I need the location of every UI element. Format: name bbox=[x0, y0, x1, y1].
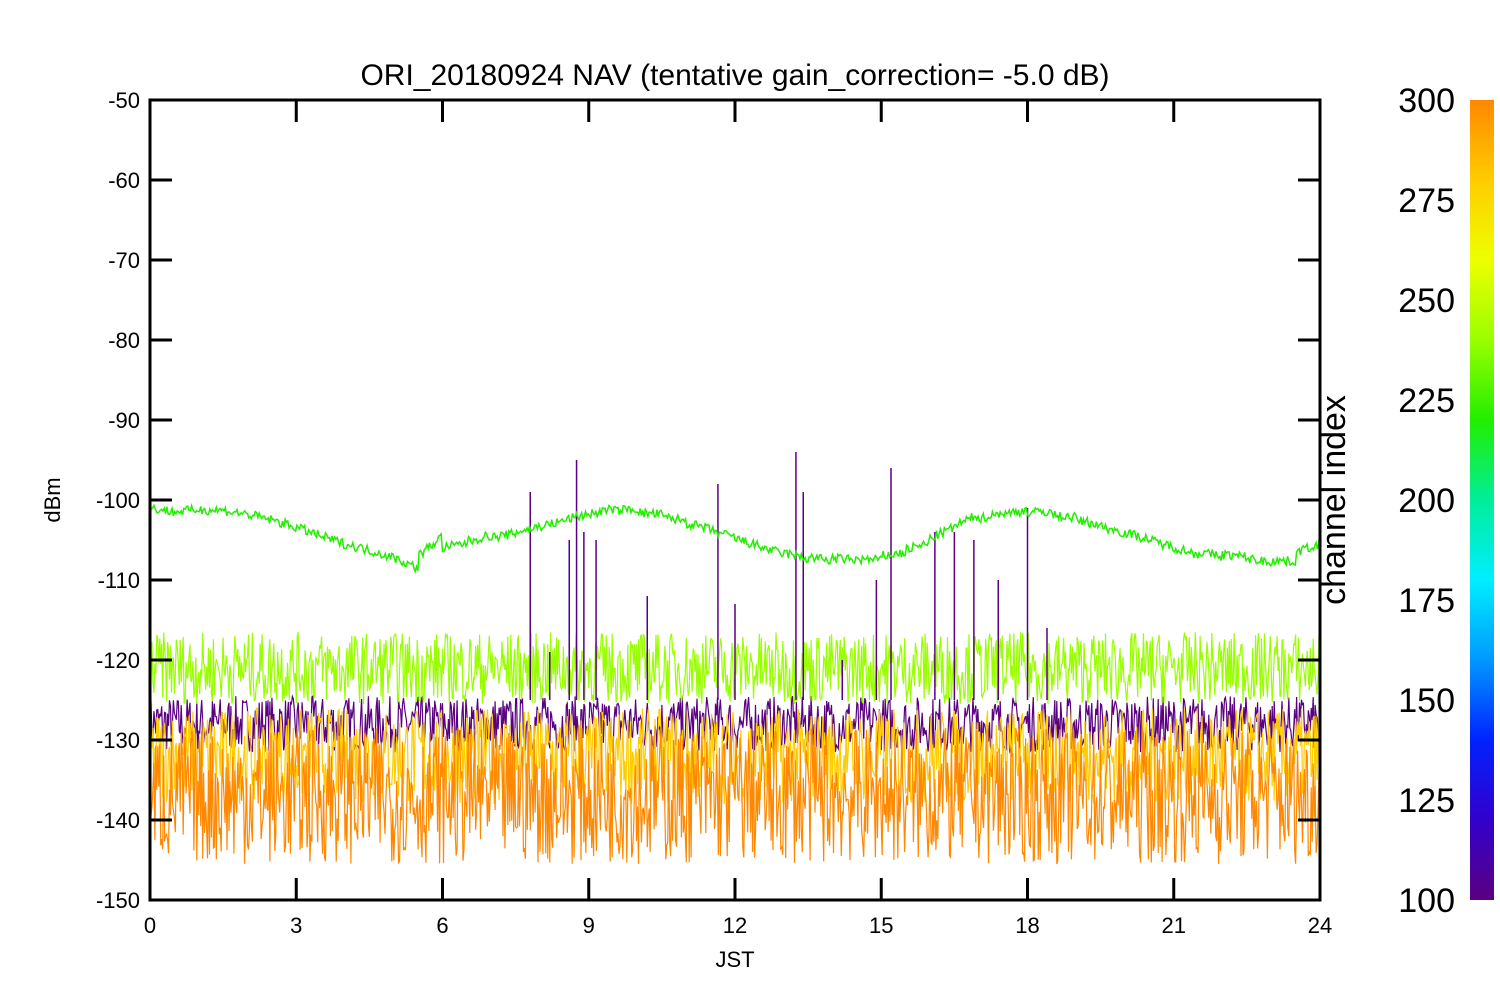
x-axis-label: JST bbox=[715, 947, 754, 972]
series-ch295 bbox=[150, 727, 1320, 865]
x-tick-label: 24 bbox=[1308, 913, 1332, 938]
colorbar-label: channel index bbox=[1315, 395, 1353, 605]
chart-title: ORI_20180924 NAV (tentative gain_correct… bbox=[360, 59, 1109, 92]
colorbar-tick-label: 300 bbox=[1398, 82, 1455, 120]
colorbar-tick-label: 275 bbox=[1398, 182, 1455, 220]
series-ch105 bbox=[150, 694, 1320, 754]
y-tick-label: -80 bbox=[108, 328, 140, 353]
y-tick-label: -140 bbox=[96, 808, 140, 833]
y-tick-label: -120 bbox=[96, 648, 140, 673]
plot-area bbox=[150, 452, 1320, 865]
series-ch280 bbox=[150, 706, 1320, 805]
colorbar-tick-label: 225 bbox=[1398, 382, 1455, 420]
colorbar-tick-label: 250 bbox=[1398, 282, 1455, 320]
colorbar-tick-label: 200 bbox=[1398, 482, 1455, 520]
x-tick-label: 15 bbox=[869, 913, 893, 938]
y-tick-label: -100 bbox=[96, 488, 140, 513]
colorbar bbox=[1470, 100, 1494, 900]
y-tick-label: -150 bbox=[96, 888, 140, 913]
axis-ticks: 0 3 6 9 12 15 18 21 24 -50 -60 -70 -80 -90 -100 -110 -12… bbox=[96, 88, 1332, 938]
y-tick-label: -90 bbox=[108, 408, 140, 433]
x-tick-label: 0 bbox=[144, 913, 156, 938]
x-tick-label: 18 bbox=[1015, 913, 1039, 938]
y-tick-label: -70 bbox=[108, 248, 140, 273]
colorbar-tick-label: 100 bbox=[1398, 882, 1455, 920]
y-tick-label: -130 bbox=[96, 728, 140, 753]
x-tick-label: 6 bbox=[436, 913, 448, 938]
y-tick-label: -50 bbox=[108, 88, 140, 113]
x-tick-label: 12 bbox=[723, 913, 747, 938]
x-tick-label: 21 bbox=[1162, 913, 1186, 938]
colorbar-tick-label: 125 bbox=[1398, 782, 1455, 820]
x-tick-label: 3 bbox=[290, 913, 302, 938]
y-tick-label: -60 bbox=[108, 168, 140, 193]
y-axis-label: dBm bbox=[40, 477, 65, 522]
series-ch240 bbox=[150, 502, 1320, 574]
x-tick-label: 9 bbox=[583, 913, 595, 938]
y-tick-label: -110 bbox=[98, 568, 140, 593]
colorbar-tick-label: 175 bbox=[1398, 582, 1455, 620]
colorbar-tick-label: 150 bbox=[1398, 682, 1455, 720]
colorbar-ticks: 300 275 250 225 200 175 150 125 100 bbox=[1398, 82, 1455, 920]
